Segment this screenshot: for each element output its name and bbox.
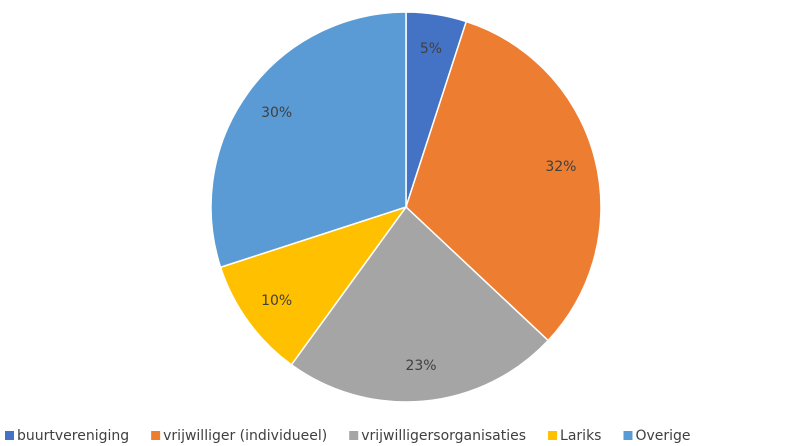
legend-label: vrijwilligersorganisaties: [361, 428, 526, 444]
pie-slice: [219, 205, 408, 366]
data-label: 30%: [261, 105, 292, 121]
pie-slice: [210, 11, 407, 269]
data-label: 5%: [420, 41, 442, 57]
legend-swatch: [151, 431, 161, 440]
legend-swatch: [349, 431, 359, 440]
data-label: 32%: [545, 159, 576, 175]
legend-swatch: [623, 431, 633, 440]
legend-label: buurtvereniging: [17, 428, 129, 444]
pie-slice: [405, 20, 602, 342]
legend-swatch: [548, 431, 558, 440]
pie-slice: [290, 205, 550, 403]
legend-label: Lariks: [560, 428, 601, 444]
legend-label: Overige: [635, 428, 690, 444]
data-label: 10%: [261, 293, 292, 309]
data-label: 23%: [405, 358, 436, 374]
legend-swatch: [5, 431, 14, 440]
legend-label: vrijwilliger (individueel): [163, 428, 327, 444]
